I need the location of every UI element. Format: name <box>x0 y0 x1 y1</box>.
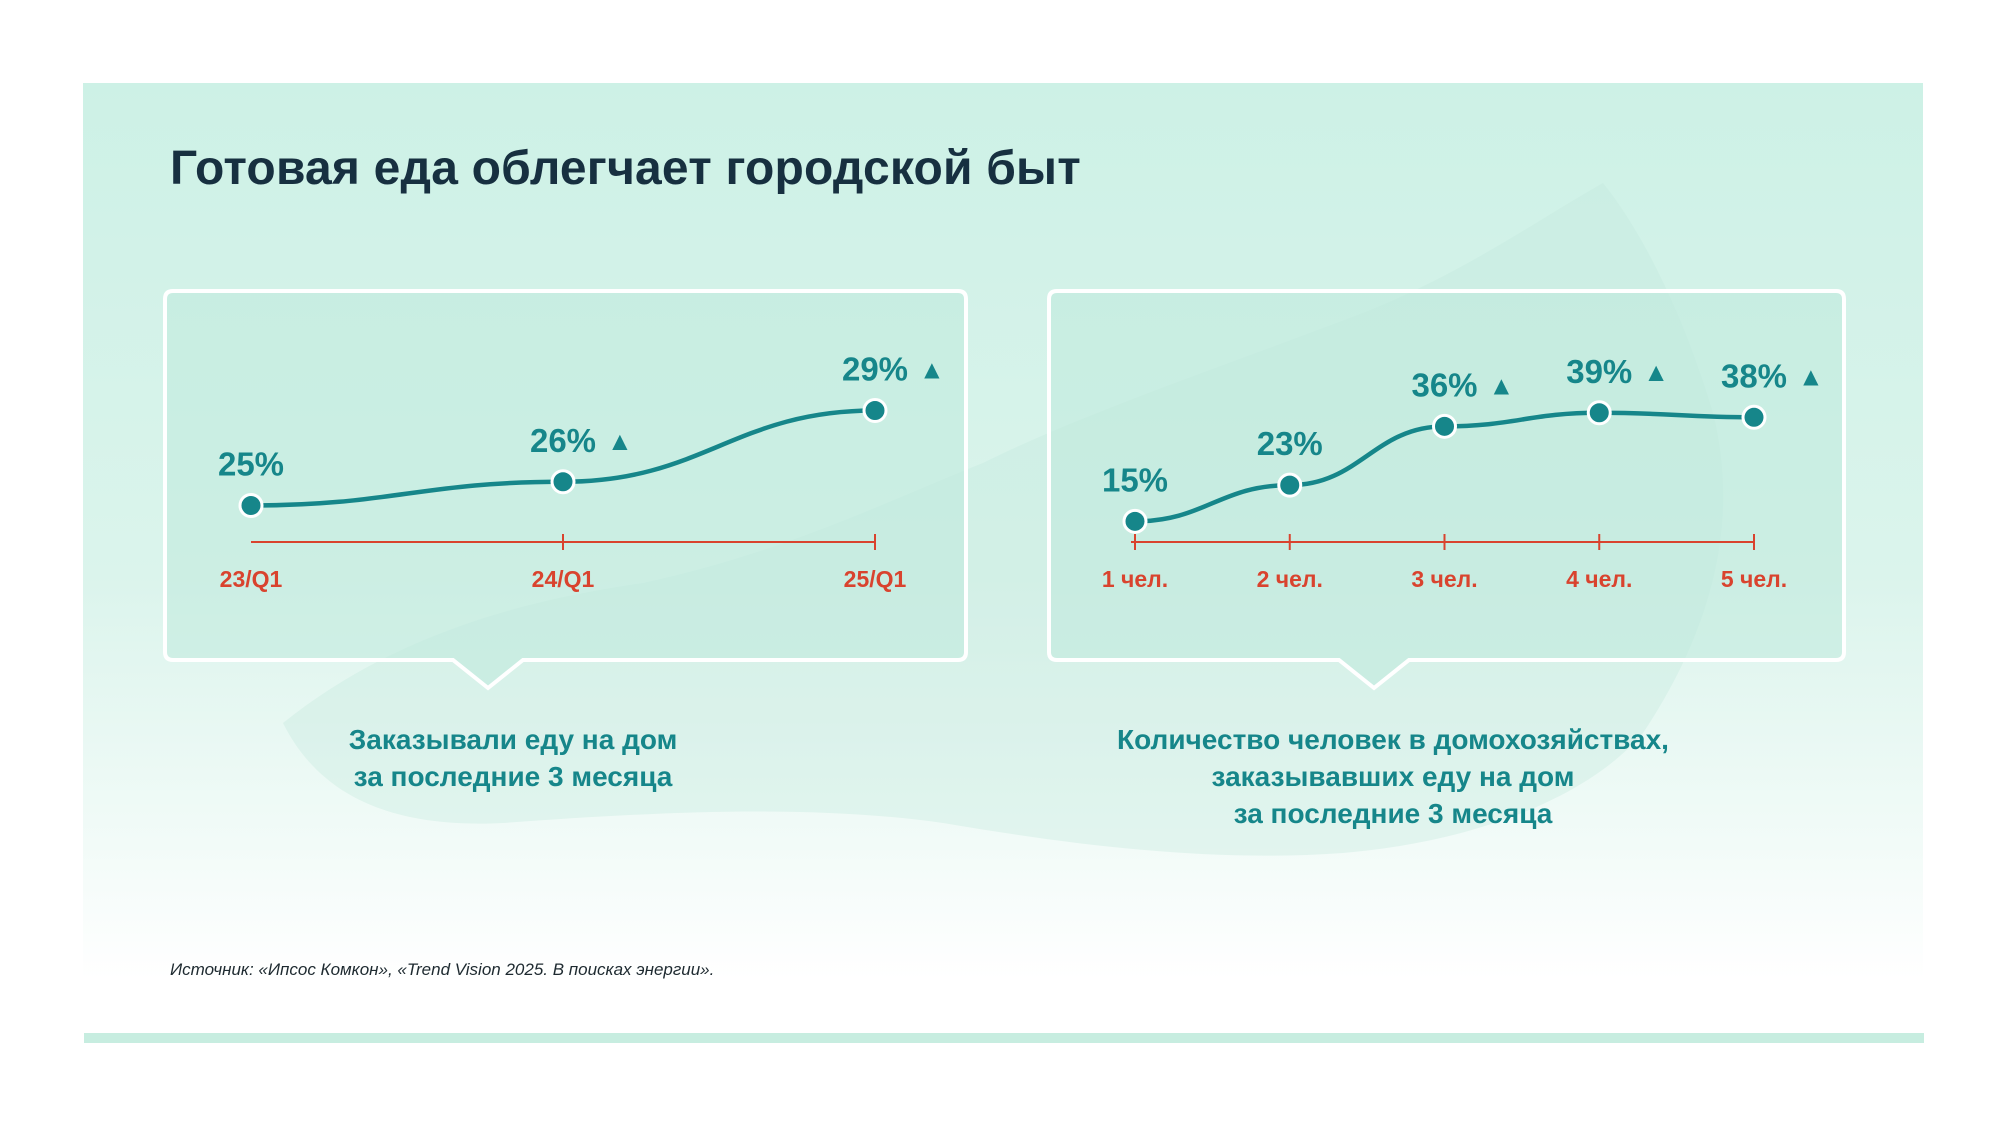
x-tick-label: 25/Q1 <box>844 566 907 592</box>
x-tick-label: 5 чел. <box>1721 566 1787 592</box>
growth-marker: ▲ <box>1643 357 1669 387</box>
x-tick-label: 4 чел. <box>1566 566 1632 592</box>
x-tick-label: 23/Q1 <box>220 566 283 592</box>
data-label: 36% <box>1411 366 1477 403</box>
growth-marker: ▲ <box>919 355 945 385</box>
chart-quarterly-orders: 25% 23/Q1 26% ▲ 24/Q1 29% ▲ 25/Q1 <box>163 289 968 691</box>
growth-marker: ▲ <box>1798 361 1824 391</box>
caption-line: Количество человек в домохозяйствах, <box>1117 724 1669 755</box>
chart-panel-frame <box>1047 289 1846 691</box>
x-tick-label: 24/Q1 <box>532 566 595 592</box>
caption-line: Заказывали еду на дом <box>348 724 678 755</box>
data-point <box>862 398 888 423</box>
caption-line: заказывавших еду на дом <box>1211 761 1575 792</box>
data-point <box>550 469 576 495</box>
chart-household-size-orders: 15% 1 чел. 23% 2 чел. 36% ▲ 3 чел. 39% ▲ 4 чел. 38… <box>1047 289 1846 691</box>
chart-1-caption: Заказывали еду на дом за последние 3 мес… <box>313 721 713 795</box>
data-point <box>1586 400 1612 426</box>
growth-marker: ▲ <box>1489 370 1515 400</box>
source-note: Источник: «Ипсос Комкон», «Trend Vision … <box>170 960 715 979</box>
data-label: 29% <box>842 351 908 388</box>
data-point <box>238 493 264 518</box>
content-card: Готовая еда облегчает городской быт 25% 2… <box>83 83 1923 979</box>
x-tick-label: 3 чел. <box>1411 566 1477 592</box>
data-point <box>1741 404 1767 430</box>
x-tick-label: 1 чел. <box>1102 566 1168 592</box>
page-title: Готовая еда облегчает городской быт <box>170 142 1081 195</box>
data-label: 23% <box>1257 425 1323 462</box>
data-point <box>1432 413 1457 439</box>
chart-2-caption: Количество человек в домохозяйствах, зак… <box>1083 721 1703 832</box>
data-label: 39% <box>1566 353 1632 390</box>
data-label: 26% <box>530 422 596 459</box>
data-label: 15% <box>1102 461 1168 498</box>
data-label: 25% <box>218 446 284 483</box>
caption-line: за последние 3 месяца <box>1233 798 1553 829</box>
caption-line: за последние 3 месяца <box>353 761 673 792</box>
data-point <box>1277 472 1303 498</box>
data-label: 38% <box>1721 357 1787 394</box>
growth-marker: ▲ <box>607 426 633 456</box>
x-tick-label: 2 чел. <box>1257 566 1323 592</box>
bottom-accent-bar <box>84 1033 1924 1043</box>
data-point <box>1122 508 1148 534</box>
